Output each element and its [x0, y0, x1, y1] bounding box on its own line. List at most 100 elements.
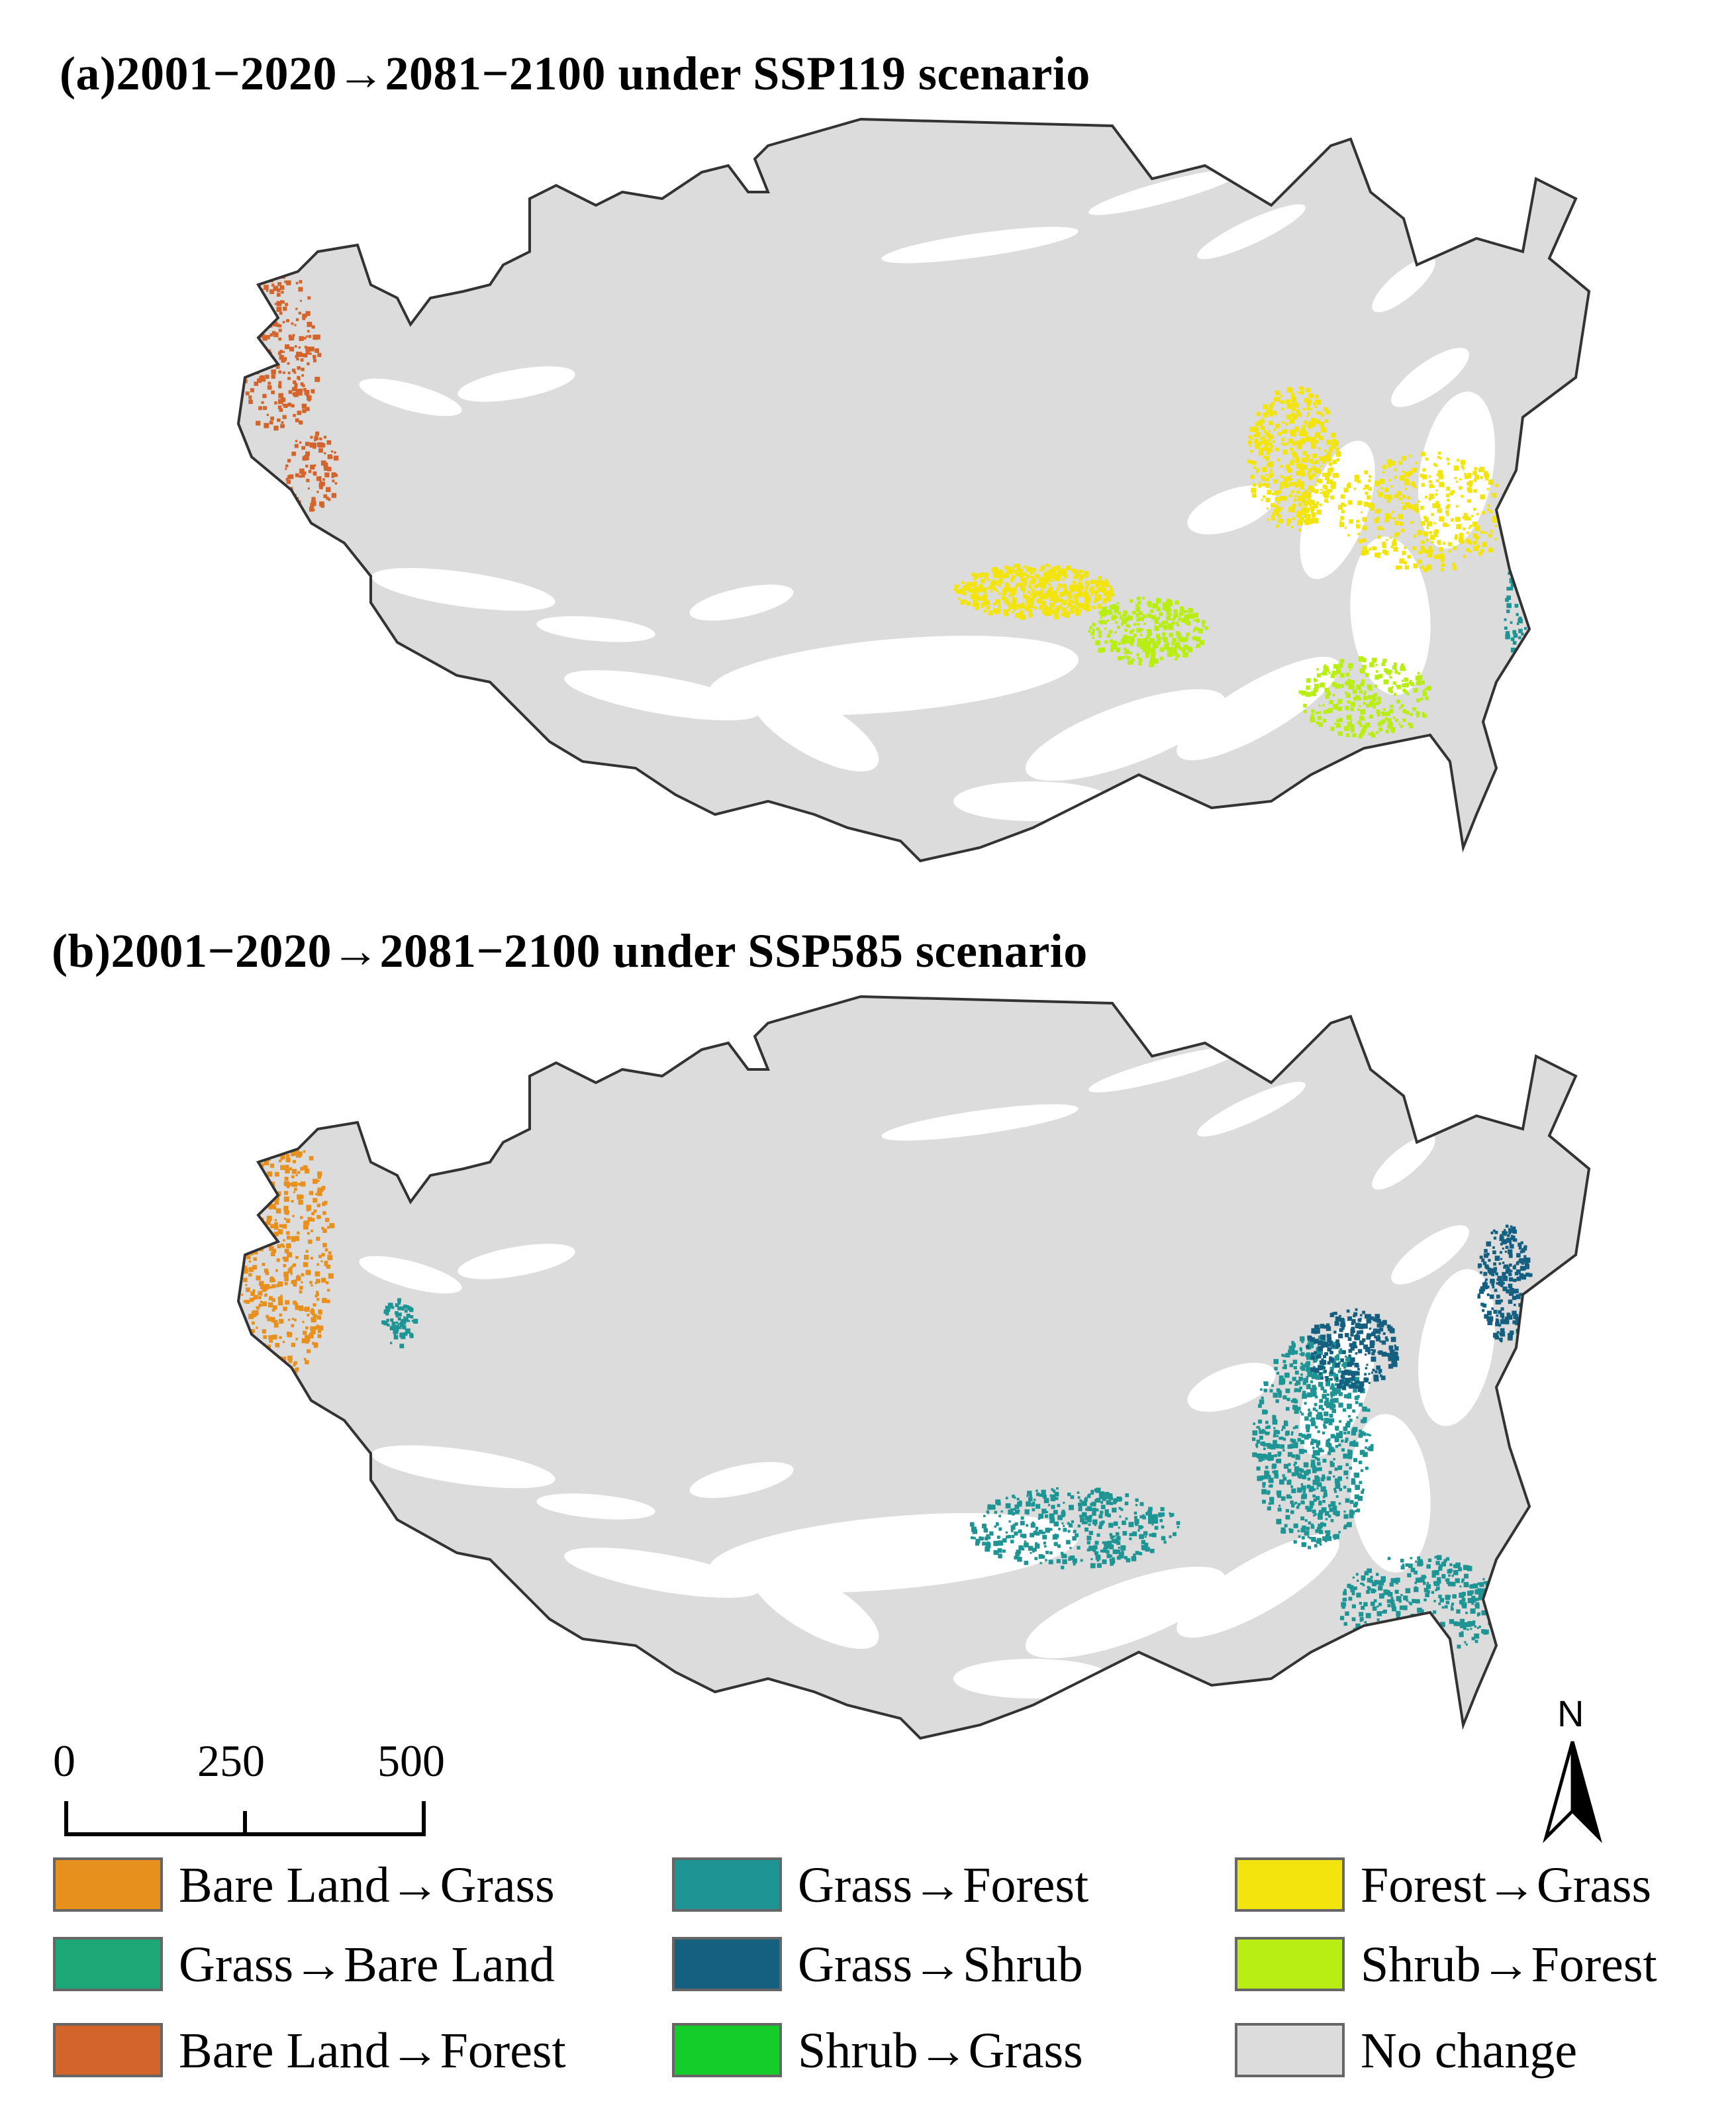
change-pixel [1447, 1581, 1453, 1587]
change-pixel [1480, 1303, 1484, 1306]
change-pixel [1141, 1526, 1144, 1528]
change-pixel [1328, 1340, 1333, 1345]
change-pixel [1292, 517, 1295, 520]
change-pixel [1287, 1469, 1292, 1473]
change-pixel [252, 362, 256, 366]
change-pixel [1468, 517, 1471, 520]
change-pixel [1059, 604, 1062, 607]
change-pixel [1288, 438, 1294, 444]
change-pixel [310, 1257, 313, 1260]
change-pixel [1025, 595, 1030, 600]
change-pixel [1264, 1471, 1270, 1477]
change-pixel [1125, 1517, 1128, 1520]
change-pixel [1028, 585, 1032, 589]
change-pixel [1358, 697, 1362, 701]
change-pixel [1339, 1420, 1342, 1423]
change-pixel [1406, 693, 1410, 696]
change-pixel [1387, 1557, 1391, 1560]
panel-b-title: (b)2001−2020→2081−2100 under SSP585 scen… [52, 924, 1088, 977]
change-pixel [1060, 591, 1065, 596]
change-pixel [1341, 1605, 1345, 1609]
change-pixel [265, 1220, 271, 1226]
change-pixel [1116, 1555, 1121, 1560]
change-pixel [1421, 548, 1426, 553]
change-pixel [1506, 603, 1512, 609]
change-pixel [309, 470, 311, 473]
change-pixel [1339, 659, 1345, 664]
change-pixel [1304, 1402, 1307, 1405]
change-pixel [1343, 1370, 1349, 1375]
change-pixel [1398, 1629, 1403, 1634]
change-pixel [1027, 1491, 1032, 1496]
change-pixel [262, 1263, 265, 1266]
change-pixel [1345, 706, 1349, 711]
change-pixel [1424, 517, 1429, 522]
change-pixel [274, 303, 277, 305]
change-pixel [1414, 509, 1420, 513]
change-pixel [1428, 546, 1432, 550]
change-pixel [1149, 662, 1155, 667]
change-pixel [1078, 1507, 1083, 1512]
change-pixel [1267, 1452, 1272, 1456]
change-pixel [1113, 1499, 1117, 1504]
masked-area [1088, 169, 1242, 215]
change-pixel [1135, 1498, 1139, 1502]
change-pixel [1306, 1506, 1312, 1512]
change-pixel [1375, 701, 1379, 705]
change-pixel [1302, 1393, 1307, 1399]
change-pixel [1344, 504, 1347, 507]
change-pixel [1315, 1352, 1320, 1356]
change-pixel [1347, 1361, 1353, 1367]
change-pixel [1265, 483, 1271, 488]
change-pixel [1056, 587, 1059, 591]
change-pixel [1452, 1594, 1457, 1599]
change-pixel [1310, 422, 1316, 427]
change-pixel [1322, 1523, 1327, 1527]
change-pixel [1085, 1516, 1090, 1521]
change-pixel [1261, 426, 1265, 430]
change-cluster [1306, 1308, 1400, 1393]
change-pixel [1408, 722, 1411, 726]
change-pixel [404, 1309, 408, 1313]
change-pixel [1497, 1275, 1502, 1281]
change-pixel [1015, 584, 1019, 587]
change-pixel [1486, 1293, 1490, 1297]
change-pixel [1433, 1600, 1436, 1602]
change-pixel [1026, 1495, 1029, 1497]
change-pixel [1330, 495, 1334, 500]
change-pixel [1098, 648, 1102, 653]
change-pixel [1461, 465, 1465, 469]
change-pixel [1008, 1509, 1014, 1515]
change-pixel [1340, 1381, 1345, 1387]
change-pixel [1173, 1532, 1177, 1536]
change-pixel [1414, 1570, 1418, 1575]
change-pixel [1166, 611, 1171, 615]
change-pixel [984, 572, 989, 577]
change-pixel [1432, 485, 1435, 488]
change-pixel [1424, 549, 1429, 554]
change-pixel [1116, 1497, 1122, 1502]
change-pixel [1343, 1622, 1347, 1626]
change-pixel [310, 1332, 313, 1334]
change-pixel [1329, 467, 1334, 471]
change-pixel [1296, 444, 1302, 450]
change-pixel [1272, 516, 1275, 518]
change-pixel [1362, 726, 1366, 730]
change-pixel [1359, 690, 1363, 694]
change-pixel [295, 355, 298, 358]
map-panel-a [236, 117, 1591, 863]
change-pixel [1106, 634, 1111, 638]
change-pixel [1089, 589, 1092, 593]
change-cluster [1298, 656, 1431, 739]
change-pixel [1103, 1541, 1108, 1546]
change-pixel [1349, 1385, 1353, 1389]
change-pixel [1307, 472, 1310, 475]
change-pixel [1134, 1518, 1139, 1524]
change-pixel [1311, 1331, 1314, 1334]
change-pixel [1343, 1365, 1347, 1369]
change-pixel [265, 1197, 270, 1202]
change-pixel [1149, 638, 1155, 644]
change-pixel [1389, 536, 1392, 539]
change-pixel [1101, 583, 1106, 587]
change-pixel [397, 1323, 400, 1326]
